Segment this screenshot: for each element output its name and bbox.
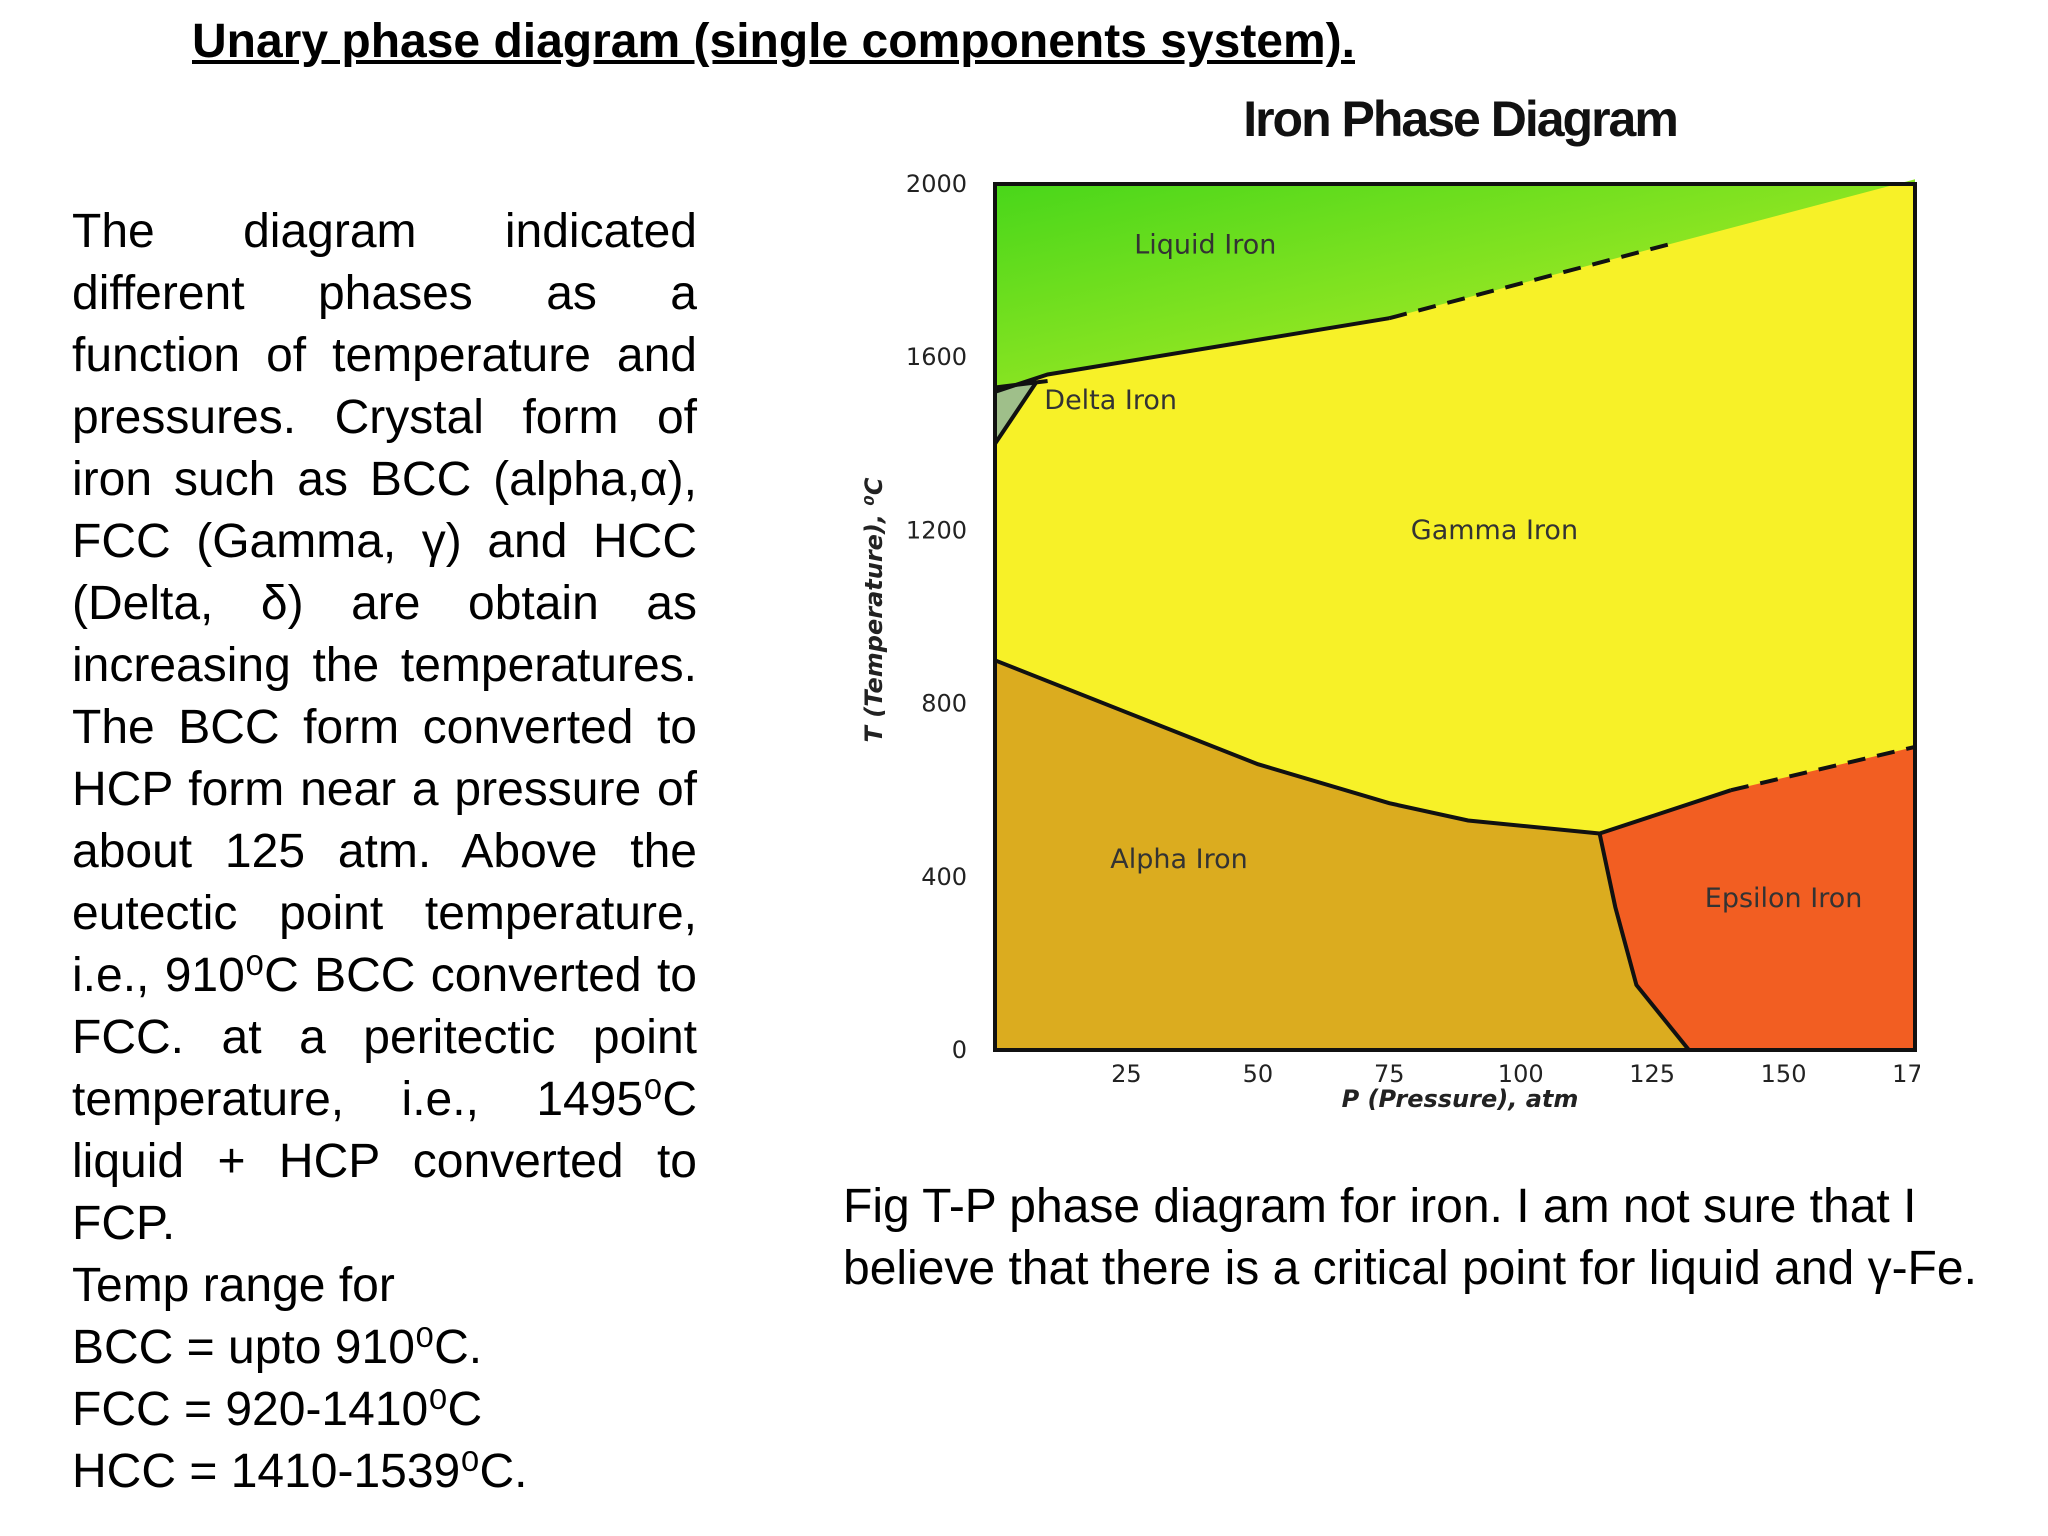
delta-top-line: [994, 379, 1048, 390]
y-tick-label: 800: [921, 690, 967, 718]
figure-caption: Fig T-P phase diagram for iron. I am not…: [843, 1180, 1977, 1295]
temp-range-bcc: BCC = upto 910⁰C.: [72, 1321, 483, 1374]
epsilon-iron-region: [1599, 746, 1915, 1050]
region-labels: Liquid Iron Delta Iron Gamma Iron Alpha Iro…: [1044, 229, 1862, 914]
x-tick-label: 175: [1892, 1060, 1920, 1088]
phase-boundaries: [993, 242, 1916, 1052]
y-tick-label: 0: [952, 1036, 967, 1064]
liquid-solid-extrapolated-line: [1388, 242, 1669, 321]
delta-gamma-line: [993, 379, 1039, 445]
iron-phase-diagram: Iron Phase Diagram Liquid Iron Delta Iron…: [820, 90, 1920, 1130]
x-tick-label: 75: [1374, 1060, 1405, 1088]
slide-title: Unary phase diagram (single components s…: [192, 15, 1355, 68]
x-tick-label: 150: [1761, 1060, 1807, 1088]
y-tick-label: 400: [921, 863, 967, 891]
y-tick-label: 1600: [906, 343, 967, 371]
temp-range-hcc: HCC = 1410-1539⁰C.: [72, 1445, 528, 1498]
region-label-delta-iron: Delta Iron: [1044, 385, 1177, 416]
body-text-block: The diagram indicated different phases a…: [72, 201, 697, 1503]
region-label-alpha-iron: Alpha Iron: [1110, 844, 1247, 875]
x-tick-label: 50: [1243, 1060, 1274, 1088]
chart-title: Iron Phase Diagram: [1243, 91, 1677, 147]
phase-diagram-svg: Iron Phase Diagram Liquid Iron Delta Iron…: [860, 91, 1920, 1113]
temp-range-list: Temp range for BCC = upto 910⁰C. FCC = 9…: [72, 1255, 697, 1503]
alpha-gamma-line: [994, 658, 1600, 836]
alpha-epsilon-line: [1597, 833, 1691, 1052]
region-label-liquid-iron: Liquid Iron: [1134, 229, 1276, 260]
y-axis-label: T (Temperature), ⁰C: [860, 477, 888, 742]
y-tick-label: 2000: [906, 170, 967, 198]
liquid-iron-region: [995, 179, 1915, 392]
plot-frame: [993, 182, 1917, 1052]
x-tick-label: 100: [1498, 1060, 1544, 1088]
y-tick-label: 1200: [906, 516, 967, 544]
temp-range-heading: Temp range for: [72, 1259, 395, 1312]
region-label-gamma-iron: Gamma Iron: [1411, 515, 1578, 546]
axis-ticks: 25 50 75 100 125 150 175 0 400 800 1200 1600 2000: [906, 170, 1920, 1088]
gamma-epsilon-line: [1598, 788, 1732, 836]
region-label-epsilon-iron: Epsilon Iron: [1705, 883, 1863, 914]
alpha-iron-region: [995, 660, 1689, 1050]
gamma-epsilon-extrapolated-line: [1730, 744, 1916, 793]
x-tick-label: 125: [1629, 1060, 1675, 1088]
body-paragraph: The diagram indicated different phases a…: [72, 205, 697, 1250]
x-axis-label: P (Pressure), atm: [1342, 1085, 1579, 1113]
phase-regions: [995, 179, 1915, 1050]
temp-range-fcc: FCC = 920-1410⁰C: [72, 1383, 483, 1436]
x-tick-label: 25: [1111, 1060, 1142, 1088]
